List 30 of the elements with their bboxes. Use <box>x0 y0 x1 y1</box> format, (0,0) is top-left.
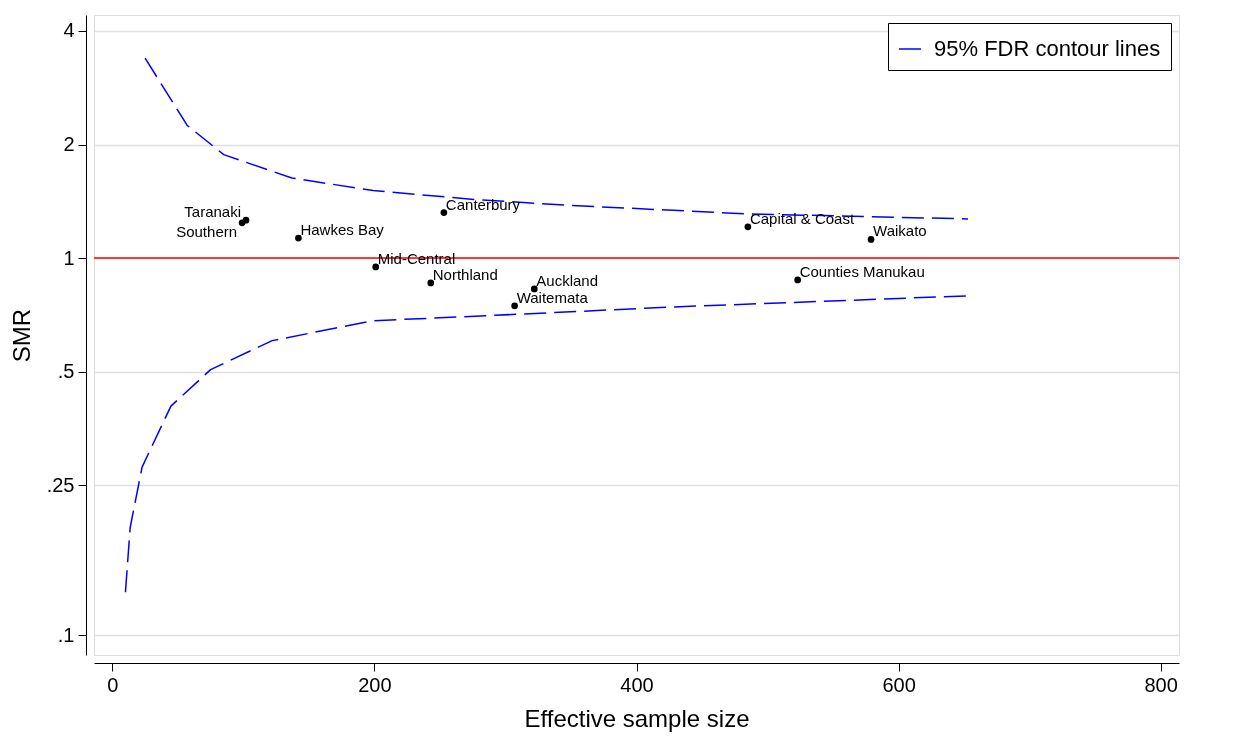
x-tick-label: 0 <box>107 673 119 696</box>
x-tick-label: 600 <box>882 673 916 696</box>
legend-label: 95% FDR contour lines <box>934 36 1161 61</box>
x-tick-label: 200 <box>358 673 392 696</box>
y-tick-label: 1 <box>63 246 75 269</box>
annotation: Taranaki <box>184 203 241 221</box>
point <box>238 219 246 227</box>
annotation: Canterbury <box>445 195 521 213</box>
point <box>372 263 380 271</box>
y-axis-title: SMR <box>7 308 35 363</box>
annotation: Waikato <box>873 222 927 240</box>
y-tick-label: 4 <box>63 19 75 42</box>
point <box>295 234 302 242</box>
annotation: Southern <box>176 222 238 240</box>
x-tick-label: 800 <box>1144 673 1178 696</box>
y-tick-label: .25 <box>46 473 75 496</box>
point <box>867 236 875 243</box>
y-tick-label: 2 <box>63 133 75 156</box>
x-tick-label: 400 <box>620 673 654 696</box>
annotation: Waitemata <box>516 288 589 306</box>
y-tick-label: .5 <box>57 360 75 383</box>
annotation: Auckland <box>536 271 599 289</box>
x-axis-title: Effective sample size <box>524 704 750 732</box>
y-tick-label: .1 <box>57 623 75 646</box>
point <box>794 276 802 284</box>
annotation: Northland <box>432 265 498 283</box>
point <box>511 302 518 310</box>
annotation: Counties Manukau <box>799 262 925 280</box>
annotation: Hawkes Bay <box>300 221 385 239</box>
point <box>427 279 435 287</box>
